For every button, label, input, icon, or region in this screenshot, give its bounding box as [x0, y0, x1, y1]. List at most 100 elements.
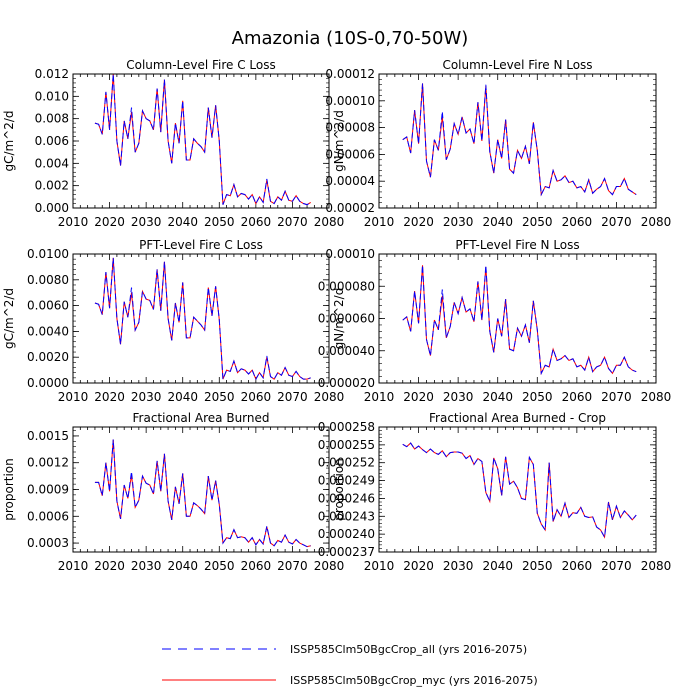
y-tick-label: 0.006 [35, 134, 69, 148]
x-tick-label: 2060 [562, 215, 593, 229]
y-tick-label: 0.0040 [27, 324, 69, 338]
legend-label-all: ISSP585Clm50BgcCrop_all (yrs 2016-2075) [290, 643, 527, 656]
y-axis-label: proportion [332, 458, 346, 521]
x-tick-label: 2040 [482, 215, 513, 229]
y-tick-label: 0.000237 [318, 545, 375, 559]
plot-frame [378, 426, 657, 553]
x-tick-label: 2060 [562, 390, 593, 404]
x-tick-label: 2030 [443, 215, 474, 229]
panel-6: Fractional Area Burned - Crop proportion 2… [318, 411, 672, 573]
x-tick-label: 2040 [167, 559, 198, 573]
y-tick-label: 0.002 [35, 179, 69, 193]
y-tick-label: 0.0012 [27, 456, 69, 470]
panel-1: Column-Level Fire C Loss gC/m^2/d 2010 2020… [2, 58, 344, 229]
x-tick-label: 2010 [364, 390, 395, 404]
x-tick-label: 2020 [403, 390, 434, 404]
x-tick-label: 2020 [403, 559, 434, 573]
y-tick-label: 0.000040 [318, 344, 375, 358]
y-tick-label: 0.00004 [325, 174, 375, 188]
y-tick-label: 0.000249 [318, 474, 375, 488]
plot-frame [378, 253, 657, 384]
x-tick-label: 2040 [482, 390, 513, 404]
x-tick-label: 2080 [641, 559, 672, 573]
panel-title: Fractional Area Burned - Crop [429, 411, 606, 425]
y-tick-label: 0.00010 [325, 247, 375, 261]
y-axis-label: gC/m^2/d [2, 110, 16, 171]
x-tick-label: 2010 [58, 390, 89, 404]
y-tick-label: 0.010 [35, 89, 69, 103]
series-line-myc [402, 83, 637, 197]
y-tick-label: 0.000258 [318, 420, 375, 434]
y-tick-label: 0.000 [35, 201, 69, 215]
x-tick-label: 2010 [58, 559, 89, 573]
y-tick-label: 0.000240 [318, 527, 375, 541]
y-tick-label: 0.000020 [318, 376, 375, 390]
panel-title: Fractional Area Burned [133, 411, 270, 425]
x-tick-label: 2040 [482, 559, 513, 573]
panels: Column-Level Fire C Loss gC/m^2/d 2010 2020… [2, 58, 671, 573]
x-tick-label: 2030 [443, 559, 474, 573]
y-tick-label: 0.00006 [325, 147, 375, 161]
y-tick-label: 0.008 [35, 112, 69, 126]
panel-title: PFT-Level Fire C Loss [139, 238, 263, 252]
x-tick-label: 2030 [443, 390, 474, 404]
panel-4: PFT-Level Fire N Loss gN/m^2/d 2010 2020 203… [318, 238, 672, 404]
x-tick-label: 2050 [204, 559, 235, 573]
series-line-all [402, 265, 637, 376]
x-tick-label: 2020 [94, 215, 125, 229]
y-axis-label: gN/m^2/d [332, 288, 346, 350]
y-tick-label: 0.0020 [27, 350, 69, 364]
x-tick-label: 2080 [314, 215, 345, 229]
y-tick-label: 0.000060 [318, 312, 375, 326]
x-tick-label: 2020 [94, 390, 125, 404]
series-line-myc [94, 439, 311, 548]
y-tick-label: 0.0080 [27, 273, 69, 287]
x-tick-label: 2060 [241, 559, 272, 573]
x-tick-label: 2050 [522, 559, 553, 573]
y-tick-label: 0.0006 [27, 509, 69, 523]
series-line-myc [402, 265, 637, 376]
x-tick-label: 2070 [601, 390, 632, 404]
plot-frame [72, 426, 330, 553]
x-tick-label: 2050 [522, 390, 553, 404]
y-tick-label: 0.000246 [318, 491, 375, 505]
y-tick-label: 0.004 [35, 156, 69, 170]
plot-frame [378, 73, 657, 209]
x-tick-label: 2020 [94, 559, 125, 573]
series-line-all [94, 439, 311, 548]
legend-label-myc: ISSP585Clm50BgcCrop_myc (yrs 2016-2075) [290, 674, 538, 687]
series-line-myc [94, 257, 311, 381]
x-tick-label: 2030 [131, 390, 162, 404]
y-tick-label: 0.00008 [325, 121, 375, 135]
series-line-all [94, 257, 311, 381]
y-tick-label: 0.012 [35, 67, 69, 81]
series-line-all [94, 73, 311, 206]
x-tick-label: 2040 [167, 390, 198, 404]
x-tick-label: 2080 [641, 215, 672, 229]
y-axis-label: gN/m^2/d [332, 110, 346, 172]
y-tick-label: 0.0100 [27, 247, 69, 261]
series-line-all [402, 442, 637, 539]
y-tick-label: 0.00012 [325, 67, 375, 81]
x-tick-label: 2050 [522, 215, 553, 229]
x-tick-label: 2080 [314, 390, 345, 404]
plot-frame [72, 73, 330, 209]
y-tick-label: 0.000252 [318, 456, 375, 470]
x-tick-label: 2060 [241, 215, 272, 229]
y-tick-label: 0.0015 [27, 429, 69, 443]
x-tick-label: 2010 [364, 559, 395, 573]
x-tick-label: 2040 [167, 215, 198, 229]
legend: ISSP585Clm50BgcCrop_all (yrs 2016-2075) … [162, 643, 538, 687]
x-tick-label: 2010 [58, 215, 89, 229]
x-tick-label: 2030 [131, 215, 162, 229]
x-tick-label: 2020 [403, 215, 434, 229]
x-tick-label: 2050 [204, 215, 235, 229]
x-tick-label: 2080 [641, 390, 672, 404]
y-tick-label: 0.0000 [27, 376, 69, 390]
figure-title: Amazonia (10S-0,70-50W) [232, 28, 469, 49]
y-tick-label: 0.0060 [27, 299, 69, 313]
panel-title: Column-Level Fire C Loss [126, 58, 276, 72]
x-tick-label: 2070 [601, 559, 632, 573]
x-tick-label: 2070 [601, 215, 632, 229]
